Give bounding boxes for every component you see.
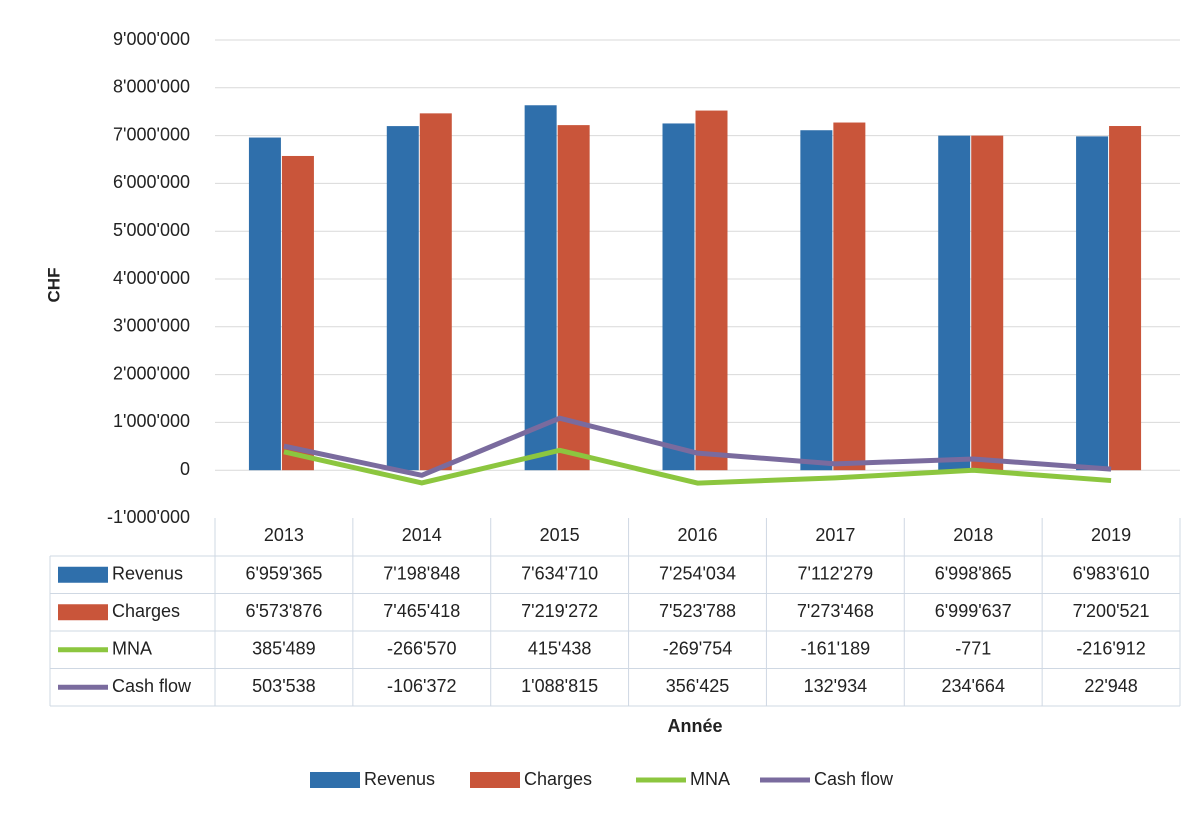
legend-key	[470, 772, 520, 788]
x-tick-label: 2019	[1091, 525, 1131, 545]
y-tick-label: 7'000'000	[113, 124, 190, 144]
bar	[1076, 136, 1109, 471]
table-cell: 7'219'272	[521, 601, 598, 621]
table-cell: -161'189	[801, 639, 871, 659]
legend-key	[58, 604, 108, 621]
y-tick-label: 4'000'000	[113, 268, 190, 288]
table-row-label: MNA	[112, 639, 152, 659]
table-cell: 7'523'788	[659, 601, 736, 621]
table-cell: -216'912	[1076, 639, 1146, 659]
bar	[557, 125, 590, 471]
table-cell: -266'570	[387, 639, 457, 659]
y-tick-label: 9'000'000	[113, 29, 190, 49]
table-row-label: Cash flow	[112, 676, 192, 696]
x-tick-label: 2016	[677, 525, 717, 545]
x-tick-label: 2015	[540, 525, 580, 545]
x-tick-label: 2018	[953, 525, 993, 545]
legend-label: MNA	[690, 769, 730, 789]
line-series	[283, 447, 1112, 486]
legend-label: Charges	[524, 769, 592, 789]
x-axis-label: Année	[667, 716, 722, 736]
bar	[248, 137, 281, 471]
legend-key	[310, 772, 360, 788]
bar	[938, 135, 971, 471]
y-tick-label: 6'000'000	[113, 172, 190, 192]
y-tick-label: 0	[180, 459, 190, 479]
table-cell: 503'538	[252, 676, 316, 696]
bar	[800, 130, 833, 471]
table-cell: 7'254'034	[659, 564, 736, 584]
y-tick-label: 8'000'000	[113, 77, 190, 97]
table-cell: 415'438	[528, 639, 592, 659]
table-cell: 6'998'865	[935, 564, 1012, 584]
table-cell: 356'425	[666, 676, 730, 696]
table-cell: -771	[955, 639, 991, 659]
bar	[833, 122, 866, 471]
table-cell: 385'489	[252, 639, 316, 659]
table-cell: 7'200'521	[1073, 601, 1150, 621]
table-cell: 7'273'468	[797, 601, 874, 621]
table-cell: 6'983'610	[1073, 564, 1150, 584]
legend-label: Cash flow	[814, 769, 894, 789]
table-cell: 7'634'710	[521, 564, 598, 584]
x-tick-label: 2017	[815, 525, 855, 545]
table-cell: 6'999'637	[935, 601, 1012, 621]
x-tick-label: 2013	[264, 525, 304, 545]
table-cell: 7'465'418	[383, 601, 460, 621]
bar	[524, 105, 557, 471]
legend-label: Revenus	[364, 769, 435, 789]
y-tick-label: 5'000'000	[113, 220, 190, 240]
bar	[1109, 126, 1142, 471]
table-cell: 1'088'815	[521, 676, 598, 696]
y-axis-label: CHF	[44, 268, 63, 303]
table-cell: 6'959'365	[245, 564, 322, 584]
line-series	[283, 415, 1112, 478]
table-cell: 6'573'876	[245, 601, 322, 621]
table-cell: -106'372	[387, 676, 457, 696]
table-cell: 234'664	[941, 676, 1005, 696]
y-tick-label: 3'000'000	[113, 316, 190, 336]
y-tick-label: 2'000'000	[113, 363, 190, 383]
y-tick-label: -1'000'000	[107, 507, 190, 527]
bar	[971, 135, 1004, 471]
table-cell: 7'198'848	[383, 564, 460, 584]
table-cell: 7'112'279	[798, 564, 874, 584]
legend-key	[58, 566, 108, 583]
table-row-label: Charges	[112, 601, 180, 621]
bar	[419, 113, 452, 471]
table-row-label: Revenus	[112, 564, 183, 584]
bar	[281, 155, 314, 471]
bar	[386, 126, 419, 471]
table-cell: 22'948	[1084, 676, 1138, 696]
x-tick-label: 2014	[402, 525, 442, 545]
table-cell: -269'754	[663, 639, 733, 659]
bar	[662, 123, 695, 471]
y-tick-label: 1'000'000	[113, 411, 190, 431]
bar	[695, 110, 728, 471]
table-cell: 132'934	[804, 676, 868, 696]
